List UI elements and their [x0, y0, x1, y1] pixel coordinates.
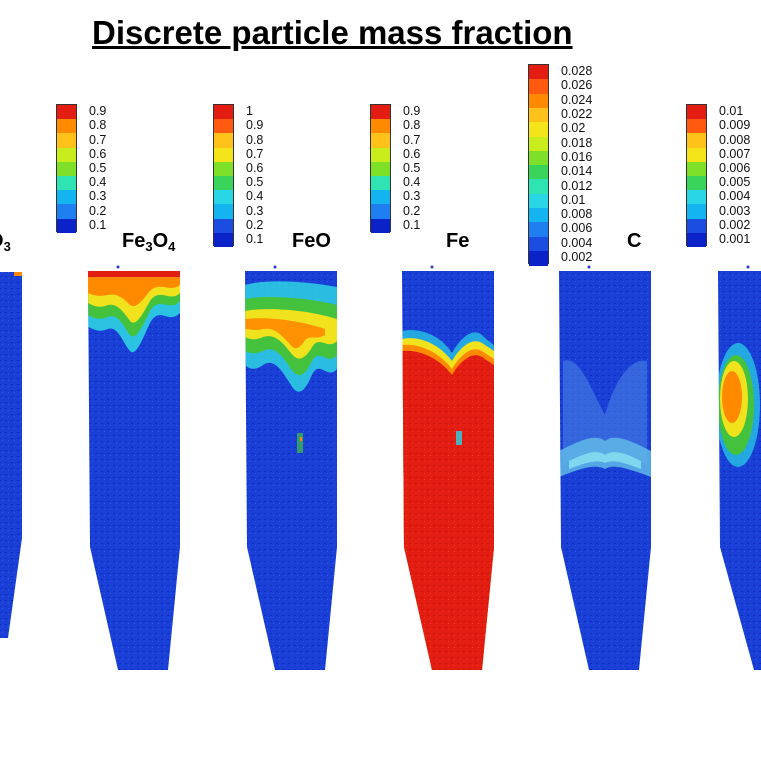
label-fe: Fe — [446, 230, 470, 252]
colorbar-tick-label: 0.6 — [246, 160, 264, 175]
colorbar-tick-label: 0.014 — [561, 164, 593, 179]
colorbar-tick-label: 0.026 — [561, 78, 593, 93]
colorbar-tick-label: 0.016 — [561, 149, 593, 164]
page-title: Discrete particle mass fraction — [92, 14, 573, 51]
colorbar-tick-label: 0.006 — [719, 160, 751, 175]
colorbar-tick-label: 0.024 — [561, 92, 593, 107]
colorbar-tick-label: 0.9 — [89, 104, 107, 119]
colorbar-tick-label: 0.8 — [89, 118, 107, 133]
colorbar-tick-label: 0.002 — [561, 250, 593, 265]
colorbar-tick-label: 0.5 — [89, 160, 107, 175]
colorbar-tick-label: 0.4 — [403, 175, 421, 190]
label-fe3o4: Fe3O4 — [122, 230, 176, 254]
colorbar-tick-label: 0.01 — [561, 192, 586, 207]
colorbar-tick-label: 0.01 — [719, 104, 744, 119]
colorbar-tick-label: 0.1 — [89, 217, 107, 232]
colorbar-tick-label: 0.012 — [561, 178, 593, 193]
colorbar-tick-label: 0.9 — [403, 104, 421, 119]
colorbar-tick-label: 0.7 — [246, 146, 264, 161]
colorbar-tick-label: 0.009 — [719, 118, 751, 133]
colorbar-tick-label: 0.002 — [719, 217, 751, 232]
colorbar-tick-label: 0.4 — [246, 189, 264, 204]
colorbar-tick-label: 0.003 — [719, 203, 751, 218]
label-c: C — [627, 230, 642, 252]
colorbar-tick-label: 0.004 — [719, 189, 751, 204]
colorbar-tick-label: 0.3 — [89, 189, 107, 204]
colorbar-tick-label: 0.008 — [719, 132, 751, 147]
colorbar-tick-label: 0.2 — [89, 203, 107, 218]
colorbar-tick-label: 0.001 — [719, 231, 751, 246]
colorbar-tick-label: 0.1 — [246, 231, 264, 246]
reactor-sixth — [716, 265, 761, 675]
colorbar-tick-label: 0.005 — [719, 175, 751, 190]
colorbar-tick-label: 0.6 — [403, 146, 421, 161]
label-feo: FeO — [292, 230, 331, 252]
reactor-feo — [245, 265, 345, 675]
colorbar-tick-label: 0.7 — [89, 132, 107, 147]
colorbar-tick-label: 0.6 — [89, 146, 107, 161]
colorbar-gradient — [370, 104, 391, 234]
colorbar-gradient — [56, 104, 77, 234]
colorbar-tick-label: 0.006 — [561, 221, 593, 236]
colorbar-gradient — [686, 104, 707, 248]
colorbar-tick-label: 1 — [246, 104, 253, 119]
reactor-fe — [402, 265, 502, 675]
label-fe2o3: O3 — [0, 230, 11, 254]
colorbar-tick-label: 0.8 — [403, 118, 421, 133]
colorbar-gradient — [528, 64, 549, 266]
colorbar-tick-label: 0.3 — [403, 189, 421, 204]
colorbar-tick-label: 0.7 — [403, 132, 421, 147]
colorbar-tick-label: 0.8 — [246, 132, 264, 147]
colorbar-tick-label: 0.1 — [403, 217, 421, 232]
colorbar-tick-label: 0.9 — [246, 118, 264, 133]
reactor-fe2o3 — [0, 268, 40, 678]
reactor-fe3o4 — [88, 265, 188, 675]
reactor-c — [559, 265, 659, 675]
colorbar-tick-label: 0.008 — [561, 207, 593, 222]
colorbar-tick-label: 0.028 — [561, 64, 593, 79]
colorbar-tick-label: 0.2 — [246, 217, 264, 232]
colorbar-tick-label: 0.2 — [403, 203, 421, 218]
colorbar-tick-label: 0.5 — [246, 175, 264, 190]
colorbar-tick-label: 0.02 — [561, 121, 586, 136]
colorbar-tick-label: 0.4 — [89, 175, 107, 190]
colorbar-tick-label: 0.004 — [561, 235, 593, 250]
colorbar-tick-label: 0.3 — [246, 203, 264, 218]
colorbar-tick-label: 0.018 — [561, 135, 593, 150]
colorbar-tick-label: 0.022 — [561, 107, 593, 122]
colorbar-tick-label: 0.007 — [719, 146, 751, 161]
colorbar-gradient — [213, 104, 234, 248]
colorbar-tick-label: 0.5 — [403, 160, 421, 175]
